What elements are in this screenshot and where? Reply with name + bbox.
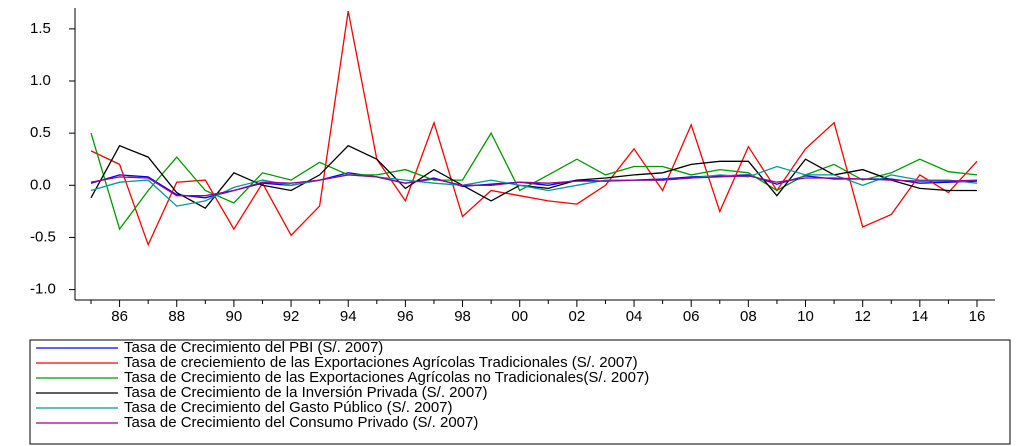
x-tick-label: 08: [740, 308, 757, 325]
x-tick-label: 92: [283, 308, 300, 325]
x-tick-label: 90: [226, 308, 243, 325]
y-tick-label: 0.5: [30, 124, 51, 141]
x-tick-label: 12: [854, 308, 871, 325]
x-tick-label: 04: [626, 308, 643, 325]
x-tick-label: 06: [683, 308, 700, 325]
x-tick-label: 94: [340, 308, 357, 325]
series-line: [90, 144, 977, 210]
series-line: [90, 174, 978, 197]
series-line: [90, 165, 978, 207]
legend-box: [29, 339, 1011, 445]
x-tick-label: 86: [111, 308, 128, 325]
y-tick-label: 0.0: [30, 176, 51, 193]
x-tick-label: 98: [454, 308, 471, 325]
legend-label: Tasa de Crecimiento del PBI (S/. 2007): [124, 339, 383, 356]
y-tick-label: 1.5: [30, 20, 51, 37]
y-tick-label: -1.0: [30, 281, 56, 298]
legend-label: Tasa de Crecimiento de las Exportaciones…: [124, 369, 649, 386]
x-tick-label: 00: [511, 308, 528, 325]
x-tick-label: 10: [797, 308, 814, 325]
legend-label: Tasa de Crecimiento de la Inversión Priv…: [124, 384, 488, 401]
x-tick-label: 02: [569, 308, 586, 325]
y-tick-label: 1.0: [30, 72, 51, 89]
legend-label: Tasa de Crecimiento del Consumo Privado …: [124, 414, 478, 431]
series-line: [90, 131, 978, 231]
x-tick-label: 88: [168, 308, 185, 325]
y-tick-label: -0.5: [30, 228, 56, 245]
x-tick-label: 14: [911, 308, 928, 325]
legend-label: Tasa de creciemiento de las Exportacione…: [124, 354, 638, 371]
series-line: [90, 10, 978, 247]
x-tick-label: 96: [397, 308, 414, 325]
x-tick-label: 16: [969, 308, 986, 325]
legend-label: Tasa de Crecimiento del Gasto Público (S…: [124, 399, 453, 416]
